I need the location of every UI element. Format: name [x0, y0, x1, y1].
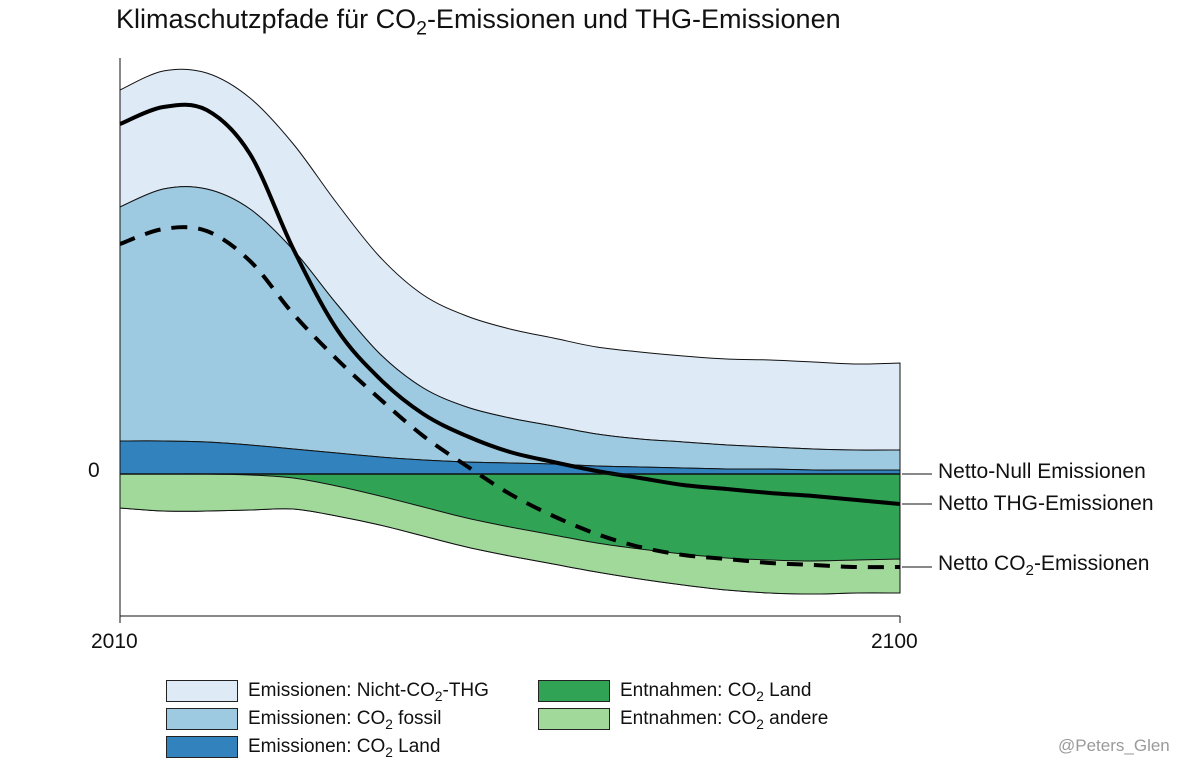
line-net-ghg — [119, 102, 901, 506]
legend-item-co2-land-removals: Entnahmen: CO2 Land — [538, 679, 811, 703]
x-tick-label-start: 2010 — [91, 630, 138, 653]
legend-item-co2-fossil: Emissionen: CO2 fossil — [166, 707, 441, 731]
legend-label: Entnahmen: CO2 andere — [620, 708, 829, 732]
legend-item-co2-other-removals: Entnahmen: CO2 andere — [538, 707, 828, 731]
x-tick-label-end: 2100 — [871, 630, 918, 653]
annotation-net-co2: Netto CO2-Emissionen — [938, 552, 1150, 580]
legend-item-non-co2-ghg: Emissionen: Nicht-CO2-THG — [166, 679, 489, 703]
legend-swatch — [166, 708, 238, 730]
chart-lines — [119, 102, 901, 570]
chart-areas — [119, 68, 901, 595]
legend-label: Emissionen: Nicht-CO2-THG — [248, 680, 489, 704]
annotation-net-ghg: Netto THG-Emissionen — [938, 492, 1154, 515]
legend-swatch — [538, 708, 610, 730]
legend-swatch — [538, 680, 610, 702]
chart-axes — [119, 58, 932, 623]
legend-swatch — [166, 680, 238, 702]
legend-label: Entnahmen: CO2 Land — [620, 680, 812, 704]
legend-swatch — [166, 736, 238, 758]
legend-label: Emissionen: CO2 fossil — [248, 708, 442, 732]
credit-label: @Peters_Glen — [1058, 736, 1170, 755]
chart-title: Klimaschutzpfade für CO2-Emissionen und … — [116, 4, 841, 40]
y-tick-label-zero: 0 — [88, 459, 100, 482]
line-net-co2 — [119, 225, 901, 570]
area-co2-other-removals — [119, 473, 901, 595]
legend-item-co2-land-emissions: Emissionen: CO2 Land — [166, 735, 440, 759]
annotation-net-zero: Netto-Null Emissionen — [938, 460, 1146, 483]
legend-label: Emissionen: CO2 Land — [248, 736, 441, 760]
